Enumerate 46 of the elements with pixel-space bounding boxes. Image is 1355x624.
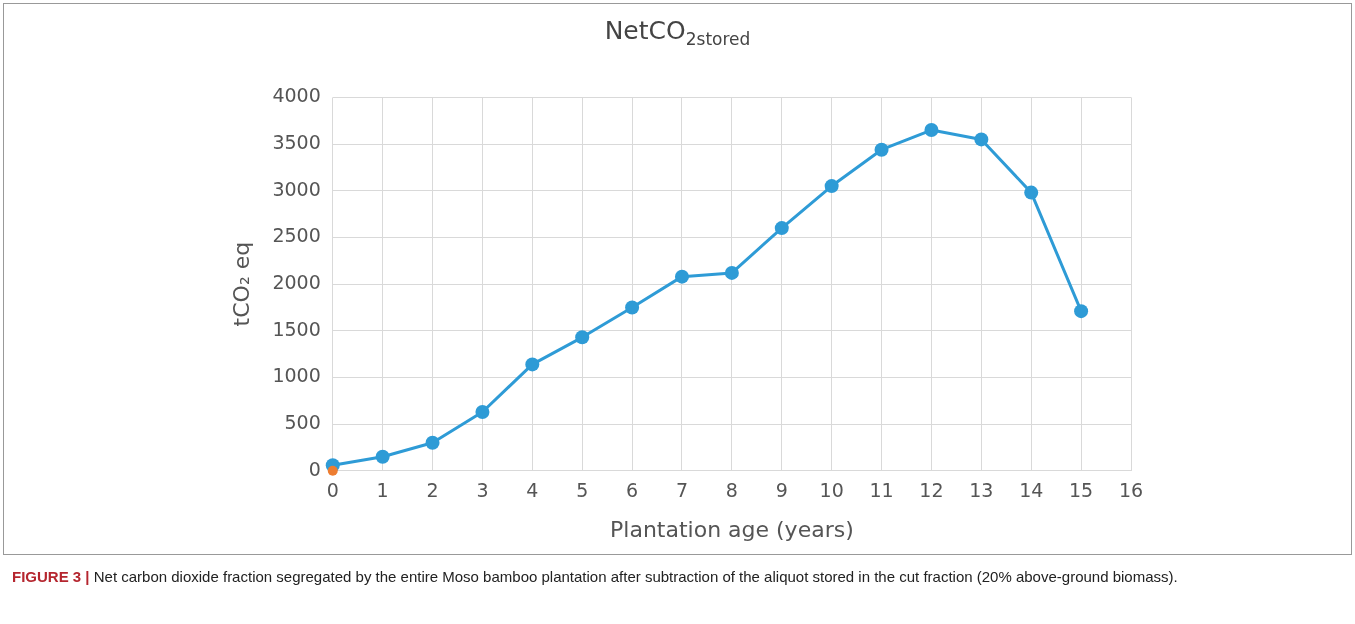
- x-tick-label: 10: [819, 479, 844, 502]
- y-tick-label: 1000: [272, 364, 321, 387]
- y-tick-label: 3000: [272, 177, 321, 200]
- point: [874, 142, 889, 157]
- point: [774, 221, 789, 236]
- x-tick-label: 8: [725, 479, 738, 502]
- point: [974, 132, 989, 147]
- x-tick-label: 0: [326, 479, 339, 502]
- point: [724, 265, 739, 280]
- point: [1024, 185, 1039, 200]
- point: [924, 123, 939, 138]
- x-tick-label: 16: [1118, 479, 1144, 502]
- x-axis-title: Plantation age (years): [610, 516, 854, 542]
- point: [1074, 304, 1089, 319]
- y-tick-label: 4000: [272, 84, 321, 107]
- y-tick-label: 2500: [272, 224, 321, 247]
- x-tick-label: 14: [1019, 479, 1044, 502]
- caption: FIGURE 3 | Net carbon dioxide fraction segregated by the entire Moso bamboo plantation after subtraction of the aliquot stored in the cut fraction (20% above-ground biomass).: [12, 567, 1179, 587]
- point: [327, 465, 338, 476]
- point: [475, 404, 490, 419]
- y-tick-label: 1500: [272, 317, 321, 340]
- x-tick-label: 2: [426, 479, 439, 502]
- x-tick-label: 11: [869, 479, 894, 502]
- point: [625, 300, 640, 315]
- x-tick-label: 12: [919, 479, 944, 502]
- y-tick-label: 500: [284, 411, 321, 434]
- y-tick-label: 3500: [272, 131, 321, 154]
- y-tick-label: 2000: [272, 271, 321, 294]
- y-tick-label: 0: [308, 457, 321, 480]
- point: [375, 449, 390, 464]
- x-tick-label: 7: [675, 479, 689, 502]
- x-tick-label: 15: [1069, 479, 1094, 502]
- point: [575, 330, 590, 345]
- y-axis-title: tCO₂ eq: [228, 241, 254, 327]
- chart-title: NetCO$_{2stored}$: [603, 16, 752, 49]
- x-tick-label: 3: [476, 479, 489, 502]
- x-tick-label: 9: [775, 479, 788, 502]
- x-tick-label: 5: [576, 479, 589, 502]
- point: [824, 179, 839, 194]
- x-tick-label: 1: [376, 479, 389, 502]
- x-tick-label: 13: [969, 479, 994, 502]
- point: [674, 269, 689, 284]
- point: [525, 357, 540, 372]
- x-tick-label: 6: [626, 479, 639, 502]
- point: [425, 435, 440, 450]
- x-tick-label: 4: [526, 479, 539, 502]
